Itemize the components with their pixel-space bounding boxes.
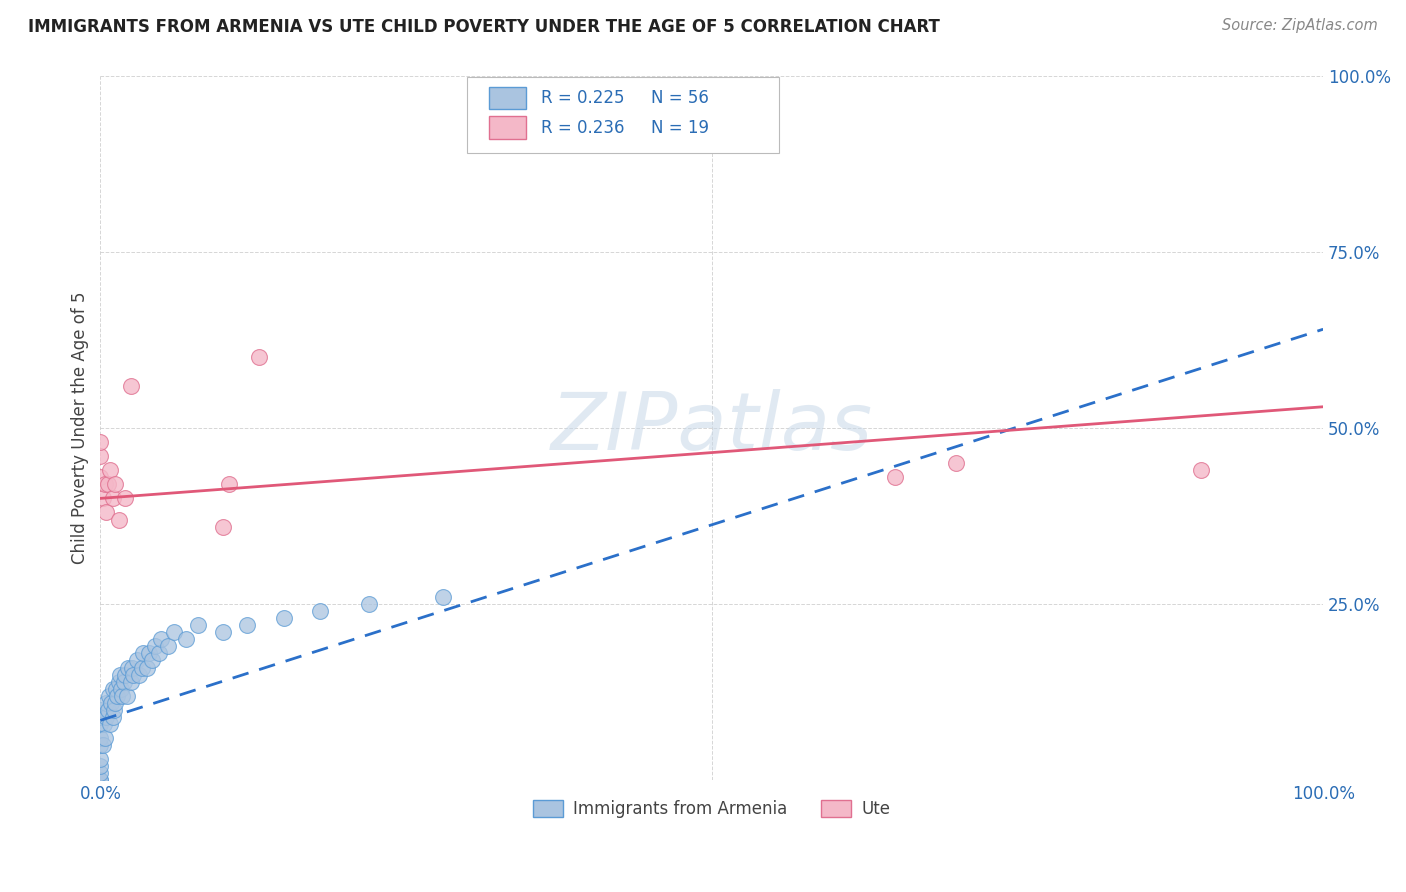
Point (97, 703, 120, 717)
Point (1189, 463, 1212, 477)
Point (114, 667, 136, 681)
Point (94, 731, 117, 745)
Point (89, 731, 111, 745)
Point (96, 696, 118, 710)
Point (89, 435, 111, 450)
Point (117, 660, 139, 674)
Point (131, 660, 153, 674)
Point (884, 470, 907, 484)
Point (97, 477, 120, 491)
Point (309, 604, 332, 618)
Point (135, 660, 157, 674)
Point (101, 681, 124, 696)
Point (89, 766, 111, 780)
Point (236, 618, 259, 632)
Point (89, 773, 111, 788)
Point (89, 759, 111, 773)
Point (96, 506, 118, 520)
Point (89, 752, 111, 766)
Point (218, 477, 240, 491)
Point (97, 689, 120, 703)
Text: N = 19: N = 19 (651, 119, 709, 136)
Point (89, 470, 111, 484)
FancyBboxPatch shape (489, 116, 526, 139)
Point (104, 477, 127, 491)
Point (91, 738, 114, 752)
Point (114, 491, 136, 506)
Legend: Immigrants from Armenia, Ute: Immigrants from Armenia, Ute (527, 793, 897, 825)
Point (138, 647, 160, 661)
Text: Source: ZipAtlas.com: Source: ZipAtlas.com (1222, 18, 1378, 33)
Point (98, 463, 121, 477)
Point (96, 710, 118, 724)
Point (187, 618, 209, 632)
Point (98, 717, 121, 731)
Point (89, 738, 111, 752)
Point (110, 681, 132, 696)
Point (94, 477, 117, 491)
Text: N = 56: N = 56 (651, 89, 709, 107)
Point (100, 696, 122, 710)
Point (93, 717, 115, 731)
FancyBboxPatch shape (489, 87, 526, 110)
Point (122, 667, 145, 681)
Point (163, 625, 186, 640)
Point (117, 689, 139, 703)
Text: R = 0.236: R = 0.236 (540, 119, 624, 136)
Text: R = 0.225: R = 0.225 (540, 89, 624, 107)
Point (89, 703, 111, 717)
Point (103, 703, 125, 717)
Point (112, 674, 135, 689)
Point (247, 351, 270, 365)
Text: ZIPatlas: ZIPatlas (551, 389, 873, 467)
Point (432, 590, 454, 604)
Point (125, 653, 148, 667)
Point (945, 456, 967, 470)
Point (145, 640, 167, 654)
Point (156, 640, 179, 654)
Point (107, 674, 129, 689)
Point (174, 632, 197, 647)
Point (120, 674, 142, 689)
Point (150, 632, 173, 647)
Point (105, 681, 128, 696)
Point (91, 491, 114, 506)
Point (107, 512, 129, 526)
Point (211, 519, 233, 533)
Point (273, 611, 295, 625)
Point (128, 667, 150, 681)
Point (101, 491, 124, 506)
Point (121, 660, 143, 674)
Point (132, 647, 155, 661)
Point (89, 449, 111, 463)
FancyBboxPatch shape (467, 77, 779, 153)
Point (89, 717, 111, 731)
Point (120, 378, 142, 392)
Point (104, 696, 127, 710)
Point (359, 597, 381, 611)
Point (89, 773, 111, 788)
Point (111, 689, 134, 703)
Point (148, 647, 170, 661)
Point (107, 689, 129, 703)
Point (141, 653, 163, 667)
Point (89, 710, 111, 724)
Point (101, 710, 124, 724)
Point (211, 625, 233, 640)
Text: IMMIGRANTS FROM ARMENIA VS UTE CHILD POVERTY UNDER THE AGE OF 5 CORRELATION CHAR: IMMIGRANTS FROM ARMENIA VS UTE CHILD POV… (28, 18, 941, 36)
Y-axis label: Child Poverty Under the Age of 5: Child Poverty Under the Age of 5 (72, 292, 89, 564)
Point (108, 667, 131, 681)
